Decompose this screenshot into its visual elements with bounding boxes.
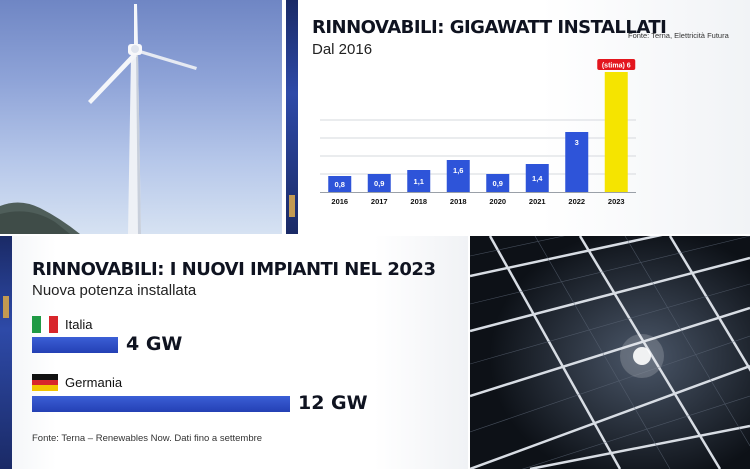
bar-value-label: 0,9 — [493, 179, 503, 188]
country-label-italy: Italia — [65, 317, 93, 332]
bar-germany — [32, 396, 290, 412]
flag-italy-icon — [32, 316, 58, 333]
bar-chart-plot: 0,8 2016 0,9 2017 1,1 2018 1,6 2018 0,9 2020 1,4 20… — [320, 59, 636, 206]
value-label-germany: 12 GW — [298, 392, 368, 414]
bar-value-label: 0,8 — [335, 180, 345, 189]
x-tick-label: 2020 — [489, 197, 506, 206]
estimate-badge — [597, 59, 636, 70]
bar-2020 — [486, 174, 510, 192]
bar-2017 — [367, 174, 391, 192]
value-label-italy: 4 GW — [126, 333, 183, 355]
bar-2023-estimate — [604, 72, 628, 192]
chart-source: Fonte: Terna, Elettricità Futura — [628, 31, 729, 40]
bar-italy — [32, 337, 118, 353]
flag-germany-icon — [32, 374, 58, 391]
bar-2016 — [328, 176, 352, 192]
x-tick-label: 2021 — [529, 197, 546, 206]
x-tick-label: 2017 — [371, 197, 388, 206]
wind-turbine-illustration — [0, 4, 197, 234]
bar-2018 — [407, 170, 431, 192]
installed-gigawatt-chart: RINNOVABILI: GIGAWATT INSTALLATI Dal 201… — [286, 0, 750, 234]
bar-value-label: 3 — [575, 138, 579, 147]
solar-panel-photo — [470, 236, 750, 469]
solar-panel-illustration — [470, 236, 750, 469]
chart-title: RINNOVABILI: GIGAWATT INSTALLATI — [312, 17, 667, 38]
comparison-subtitle: Nuova potenza installata — [32, 282, 197, 299]
bar-2022 — [565, 132, 589, 192]
wind-turbine-photo — [0, 0, 282, 234]
bar-value-label: 1,1 — [414, 177, 424, 186]
x-tick-label: 2023 — [608, 197, 625, 206]
comparison-title: RINNOVABILI: I NUOVI IMPIANTI NEL 2023 — [32, 259, 436, 280]
panel-edge-strip — [286, 0, 298, 234]
x-tick-label: 2022 — [568, 197, 585, 206]
estimate-badge-label: (stima) 6 — [602, 63, 631, 70]
new-installations-panel: RINNOVABILI: I NUOVI IMPIANTI NEL 2023 N… — [0, 236, 468, 469]
x-tick-label: 2016 — [331, 197, 348, 206]
bar-value-label: 0,9 — [374, 179, 384, 188]
x-tick-label: 2018 — [450, 197, 467, 206]
country-label-germany: Germania — [65, 375, 123, 390]
panel-edge-strip — [0, 236, 12, 469]
comparison-source: Fonte: Terna – Renewables Now. Dati fino… — [32, 433, 263, 444]
bar-2021 — [525, 164, 549, 192]
bar-value-label: 1,4 — [532, 174, 543, 183]
bar-2018 — [446, 160, 470, 192]
bar-value-label: 1,6 — [453, 166, 463, 175]
chart-subtitle: Dal 2016 — [312, 41, 373, 58]
x-tick-label: 2018 — [410, 197, 427, 206]
